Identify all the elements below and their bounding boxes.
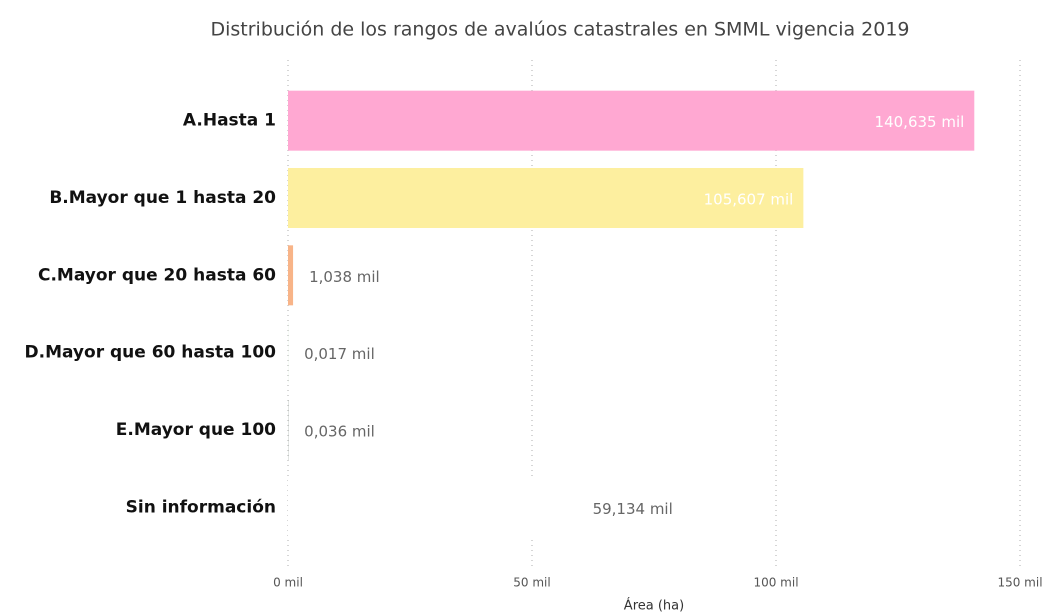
x-tick-label: 150 mil <box>997 576 1042 590</box>
x-tick-label: 0 mil <box>273 576 303 590</box>
bar <box>288 477 577 538</box>
x-tick-label: 100 mil <box>753 576 798 590</box>
y-tick-label: E.Mayor que 100 <box>116 420 276 440</box>
value-label: 140,635 mil <box>875 113 965 131</box>
y-tick-label: Sin información <box>126 497 276 517</box>
y-tick-label: C.Mayor que 20 hasta 60 <box>38 265 276 285</box>
chart-title: Distribución de los rangos de avalúos ca… <box>210 19 909 41</box>
y-tick-label: A.Hasta 1 <box>183 111 276 131</box>
x-tick-label: 50 mil <box>513 576 550 590</box>
value-label: 105,607 mil <box>704 191 794 209</box>
value-label: 1,038 mil <box>309 268 380 286</box>
bar <box>288 245 294 306</box>
bar <box>288 168 804 228</box>
y-tick-label: B.Mayor que 1 hasta 20 <box>49 188 276 208</box>
bar <box>288 90 975 151</box>
value-label: 0,036 mil <box>304 423 375 441</box>
y-tick-label: D.Mayor que 60 hasta 100 <box>25 343 277 363</box>
value-label: 59,134 mil <box>593 500 673 518</box>
value-label: 0,017 mil <box>304 345 375 363</box>
x-axis-title: Área (ha) <box>624 598 684 614</box>
